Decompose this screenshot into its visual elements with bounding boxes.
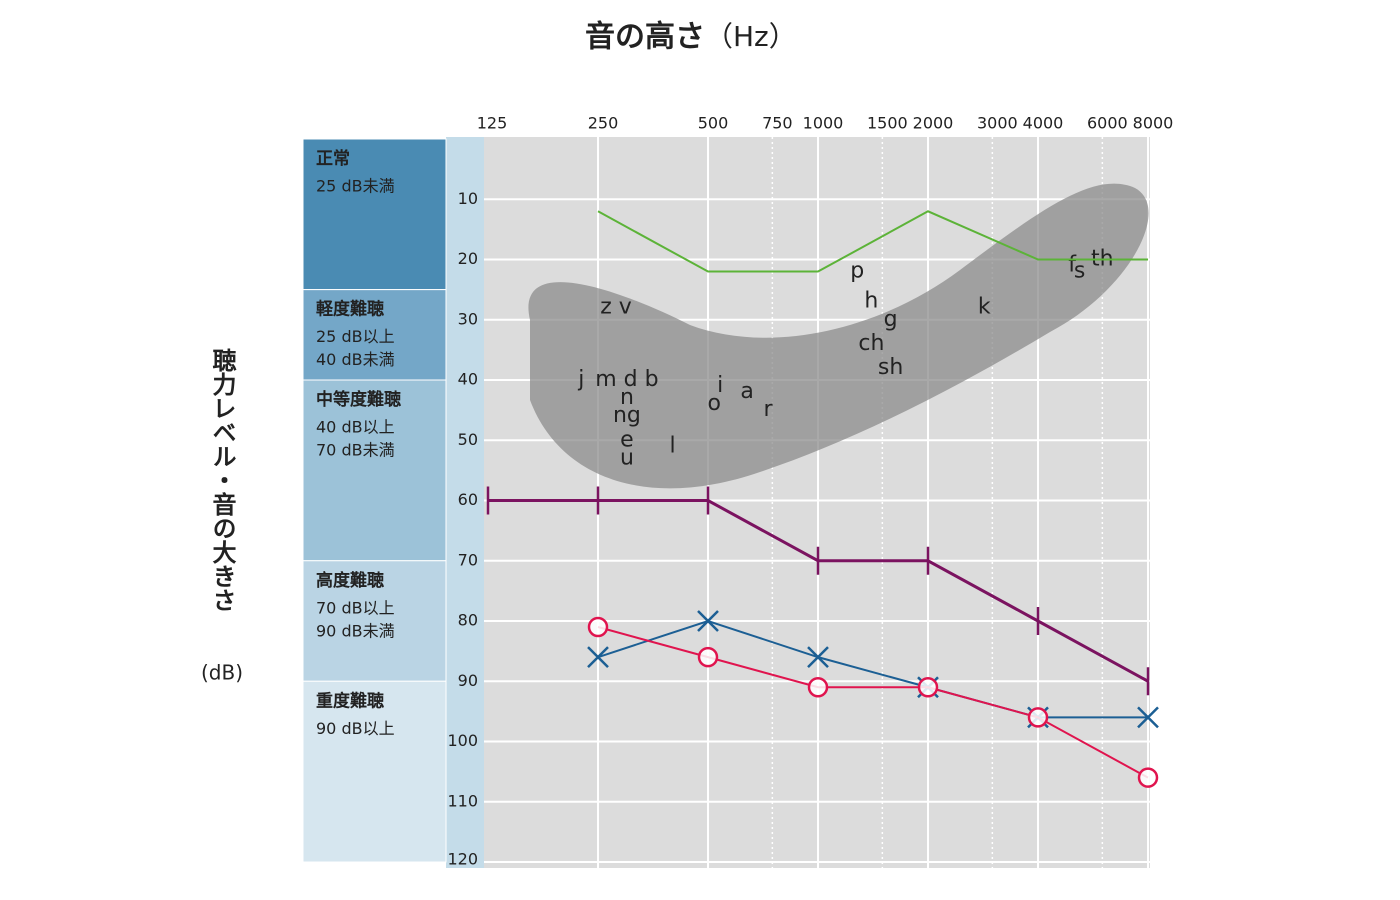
series-line (597, 626, 1149, 779)
marker (1137, 706, 1159, 729)
y-tick-label: 90 (458, 671, 478, 690)
level-band (302, 680, 447, 863)
x-tick-label: 125 (477, 114, 508, 133)
marker (1027, 707, 1049, 728)
y-tick-label: 70 (458, 550, 478, 569)
tick-column (446, 137, 484, 868)
band-label: 正常 (316, 148, 350, 169)
x-tick-label: 1500 (867, 114, 908, 133)
phoneme: z v (600, 295, 632, 320)
phoneme: m d b (595, 367, 658, 392)
band-desc: 40 dB未満 (316, 350, 395, 369)
phoneme: k (978, 295, 991, 320)
y-tick-label: 120 (447, 850, 478, 869)
y-tick-label: 110 (447, 791, 478, 810)
x-tick-label: 8000 (1133, 114, 1174, 133)
level-band (302, 289, 447, 381)
x-tick-label: 750 (762, 114, 793, 133)
phoneme: s (1074, 259, 1085, 284)
phoneme: i (717, 373, 723, 398)
phoneme: n (620, 385, 634, 410)
marker (587, 616, 609, 638)
phoneme: r (764, 397, 774, 422)
y-tick-label: 60 (458, 490, 478, 509)
marker (1137, 767, 1159, 788)
y-tick-label: 80 (458, 611, 478, 630)
y-tick-label: 20 (458, 249, 478, 268)
phoneme: sh (878, 355, 903, 380)
y-tick-label: 10 (458, 189, 478, 208)
phoneme: u (620, 445, 634, 470)
band-desc: 40 dB以上 (316, 418, 395, 437)
y-axis-label: 聴力レベル・音の大きさ (208, 348, 236, 612)
series-line (597, 619, 1148, 719)
phoneme: p (850, 259, 864, 284)
band-desc: 25 dB未満 (316, 177, 395, 196)
band-desc: 90 dB未満 (316, 621, 395, 640)
series-line (597, 210, 1148, 273)
marker (697, 610, 719, 632)
band-desc: 70 dB未満 (316, 441, 395, 460)
y-tick-label: 30 (458, 309, 478, 328)
band-label: 重度難聴 (316, 690, 384, 711)
y-tick-label: 40 (458, 370, 478, 389)
marker (807, 646, 829, 669)
band-label: 軽度難聴 (316, 299, 384, 320)
y-tick-label: 100 (447, 731, 478, 750)
band-label: 中等度難聴 (316, 389, 401, 410)
x-tick-label: 250 (588, 114, 619, 133)
phoneme: ng (613, 403, 641, 428)
band-desc: 25 dB以上 (316, 327, 395, 346)
marker (807, 677, 829, 698)
level-band (302, 138, 447, 291)
phoneme: j (577, 367, 584, 392)
phoneme: l (670, 433, 676, 458)
chart-title: 音の高さ (585, 20, 705, 55)
x-tick-label: 1000 (803, 114, 844, 133)
marker (587, 646, 609, 669)
speech-banana (528, 183, 1149, 489)
phoneme: o (707, 391, 720, 416)
phoneme: f (1068, 253, 1077, 278)
x-tick-label: 6000 (1087, 114, 1128, 133)
y-axis-unit: (dB) (201, 661, 243, 685)
level-band (302, 379, 447, 562)
phoneme: g (884, 307, 898, 332)
band-desc: 90 dB以上 (316, 719, 395, 738)
chart-title-unit: （Hz） (705, 20, 797, 53)
marker (697, 646, 719, 668)
band-desc: 70 dB以上 (316, 598, 395, 617)
band-label: 高度難聴 (316, 570, 384, 591)
phoneme: h (864, 289, 878, 314)
marker (917, 677, 939, 698)
x-tick-label: 500 (698, 114, 729, 133)
x-tick-label: 2000 (913, 114, 954, 133)
x-tick-label: 3000 (977, 114, 1018, 133)
phoneme: ch (858, 331, 884, 356)
x-tick-label: 4000 (1023, 114, 1064, 133)
phoneme: a (740, 379, 753, 404)
y-tick-label: 50 (458, 430, 478, 449)
phoneme: e (620, 427, 634, 452)
